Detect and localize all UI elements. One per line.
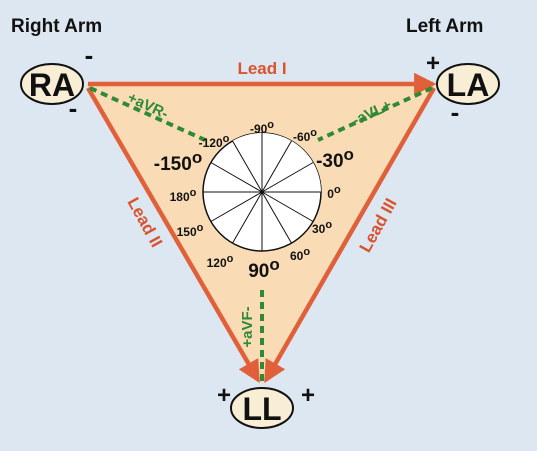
ra-electrode: RA — [20, 63, 84, 105]
hexaxial-spoke — [261, 191, 292, 244]
hexaxial-spoke — [232, 191, 263, 244]
ll-electrode: LL — [230, 387, 294, 429]
lead-iii-arrow — [264, 86, 436, 384]
angle-label-90: 90o — [248, 255, 280, 282]
angle-label-0: 0o — [327, 184, 341, 201]
ll-polarity-left: + — [217, 382, 231, 409]
lead-i-label: Lead I — [237, 59, 286, 78]
la-polarity-bottom: - — [451, 97, 460, 127]
angle-label-minus-30: -30o — [316, 145, 354, 172]
right-arm-title: Right Arm — [11, 16, 102, 37]
avr-dashed-line — [89, 86, 206, 142]
angle-label-minus-90: -90o — [250, 119, 274, 136]
ra-electrode-label: RA — [29, 67, 75, 103]
lead-ii-arrow — [86, 86, 260, 384]
hexaxial-spoke — [232, 140, 263, 193]
angle-label-minus-120: -120o — [199, 133, 230, 150]
angle-label-180: 180o — [170, 187, 197, 204]
hexaxial-spoke — [210, 191, 263, 222]
hexaxial-spoke — [261, 140, 292, 193]
hexaxial-spoke — [261, 162, 314, 193]
avf-label: +aVF- — [239, 306, 256, 347]
hexaxial-reference-circle — [202, 132, 322, 252]
angle-label-120: 120o — [207, 253, 234, 270]
ll-electrode-label: LL — [242, 391, 281, 427]
left-arm-title: Left Arm — [406, 16, 483, 37]
angle-label-30: 30o — [312, 219, 332, 236]
ll-polarity-right: + — [301, 382, 315, 409]
la-electrode-label: LA — [447, 67, 490, 103]
angle-label-150: 150o — [177, 222, 204, 239]
avl-dashed-line — [317, 86, 433, 142]
la-electrode: LA — [436, 63, 500, 105]
ra-polarity-bottom: - — [69, 93, 78, 123]
angle-label-60: 60o — [290, 246, 310, 263]
hexaxial-spoke — [261, 191, 314, 222]
hexaxial-shaded-sector — [232, 132, 322, 192]
hexaxial-spoke — [210, 162, 263, 193]
angle-label-minus-60: -60o — [293, 127, 317, 144]
angle-label-minus-150: -150o — [154, 148, 202, 175]
ra-polarity-top: - — [85, 40, 94, 70]
la-polarity-top: + — [426, 50, 440, 77]
